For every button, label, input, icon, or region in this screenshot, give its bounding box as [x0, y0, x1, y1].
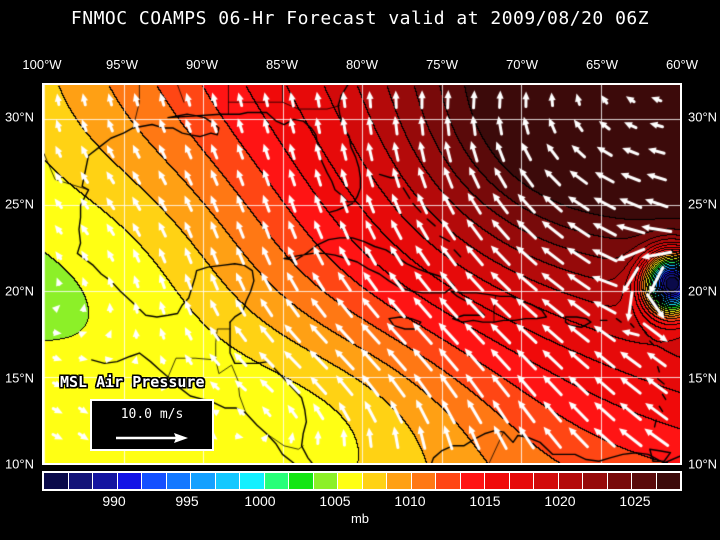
colorbar-tick-label: 995 [175, 493, 199, 509]
lon-tick-label: 85°W [266, 57, 298, 72]
pressure-field-canvas [44, 85, 680, 463]
colorbar-tick-label: 990 [102, 493, 126, 509]
colorbar-swatch [313, 473, 338, 489]
lat-tick-label-right: 25°N [688, 196, 718, 212]
colorbar-swatch [362, 473, 387, 489]
colorbar-swatch [460, 473, 485, 489]
colorbar-unit-label: mb [350, 511, 370, 526]
colorbar-swatch [191, 473, 216, 489]
forecast-map-panel[interactable]: MSL Air Pressure 10.0 m/s [42, 83, 682, 465]
lat-tick-label-right: 15°N [688, 370, 718, 386]
colorbar-swatch [289, 473, 314, 489]
lon-tick-label: 75°W [426, 57, 458, 72]
colorbar-swatch [607, 473, 632, 489]
lon-tick-label: 80°W [346, 57, 378, 72]
lon-tick-label: 95°W [106, 57, 138, 72]
lat-tick-label-right: 30°N [688, 109, 718, 125]
lon-tick-label: 65°W [586, 57, 618, 72]
colorbar-tick-label: 1010 [394, 493, 426, 509]
lon-tick-label: 70°W [506, 57, 538, 72]
colorbar-swatch [166, 473, 191, 489]
colorbar-swatch [387, 473, 412, 489]
lat-tick-label-left: 15°N [4, 370, 34, 386]
lat-tick-label-right: 10°N [688, 456, 718, 472]
lat-tick-label-left: 25°N [4, 196, 34, 212]
lat-tick-label-right: 20°N [688, 283, 718, 299]
lat-tick-label-left: 30°N [4, 109, 34, 125]
colorbar-tick-label: 1025 [619, 493, 651, 509]
colorbar-swatch [338, 473, 363, 489]
colorbar-swatch [558, 473, 583, 489]
lat-tick-label-left: 10°N [4, 456, 34, 472]
colorbar-swatch [632, 473, 657, 489]
colorbar-swatch [583, 473, 608, 489]
colorbar-swatch [485, 473, 510, 489]
lon-tick-label: 60°W [666, 57, 698, 72]
colorbar-swatch [142, 473, 167, 489]
colorbar-swatch [117, 473, 142, 489]
colorbar-swatch [264, 473, 289, 489]
colorbar-tick-label: 1020 [544, 493, 576, 509]
page-title: FNMOC COAMPS 06-Hr Forecast valid at 200… [70, 8, 650, 29]
colorbar-swatch [436, 473, 461, 489]
lat-tick-label-left: 20°N [4, 283, 34, 299]
pressure-colorbar [42, 471, 682, 491]
colorbar-tick-label: 1005 [319, 493, 351, 509]
colorbar-tick-label: 1000 [244, 493, 276, 509]
colorbar-swatch [534, 473, 559, 489]
colorbar-swatch [44, 473, 69, 489]
colorbar-swatch [68, 473, 93, 489]
lon-tick-label: 90°W [186, 57, 218, 72]
lon-tick-label: 100°W [22, 57, 62, 72]
colorbar-swatch [215, 473, 240, 489]
colorbar-swatch [93, 473, 118, 489]
colorbar-swatch [656, 473, 680, 489]
colorbar-swatch [509, 473, 534, 489]
colorbar-swatch [411, 473, 436, 489]
colorbar-swatch [240, 473, 265, 489]
colorbar-tick-label: 1015 [469, 493, 501, 509]
